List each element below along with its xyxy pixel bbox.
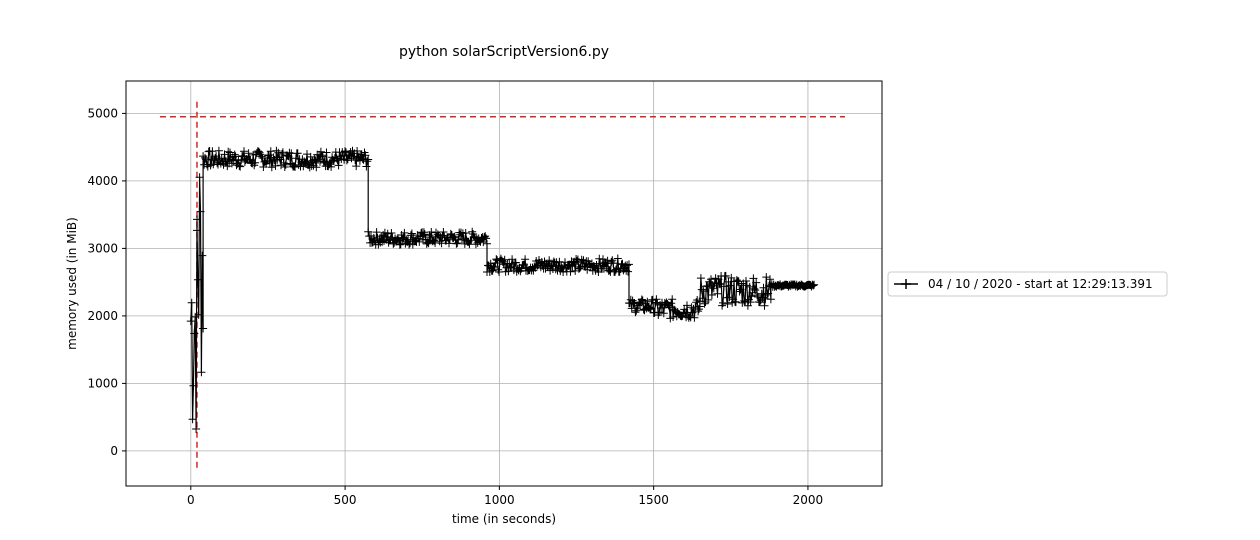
legend-box <box>887 271 1168 297</box>
series-plus-markers <box>186 146 819 433</box>
x-tick-label: 0 <box>187 493 195 507</box>
x-axis-label: time (in seconds) <box>452 512 556 526</box>
y-tick-label: 2000 <box>87 309 118 323</box>
legend-entry-label: 04 / 10 / 2020 - start at 12:29:13.391 <box>928 277 1153 291</box>
x-tick-label: 500 <box>334 493 357 507</box>
y-tick-label: 1000 <box>87 376 118 390</box>
y-tick-label: 0 <box>110 444 118 458</box>
x-tick-label: 1000 <box>484 493 515 507</box>
y-tick-label: 4000 <box>87 174 118 188</box>
grid-lines <box>126 81 882 486</box>
y-axis-ticks: 0 1000 2000 3000 4000 5000 <box>87 106 126 458</box>
x-tick-label: 1500 <box>638 493 669 507</box>
legend: 04 / 10 / 2020 - start at 12:29:13.391 <box>887 271 1168 297</box>
x-axis-ticks: 0 500 1000 1500 2000 <box>187 486 823 507</box>
chart-title: python solarScriptVersion6.py <box>399 44 609 60</box>
y-tick-label: 5000 <box>87 106 118 120</box>
x-tick-label: 2000 <box>793 493 824 507</box>
series-layer <box>186 146 819 433</box>
y-axis-label: memory used (in MiB) <box>65 217 79 350</box>
y-tick-label: 3000 <box>87 241 118 255</box>
plot-frame <box>125 80 883 487</box>
